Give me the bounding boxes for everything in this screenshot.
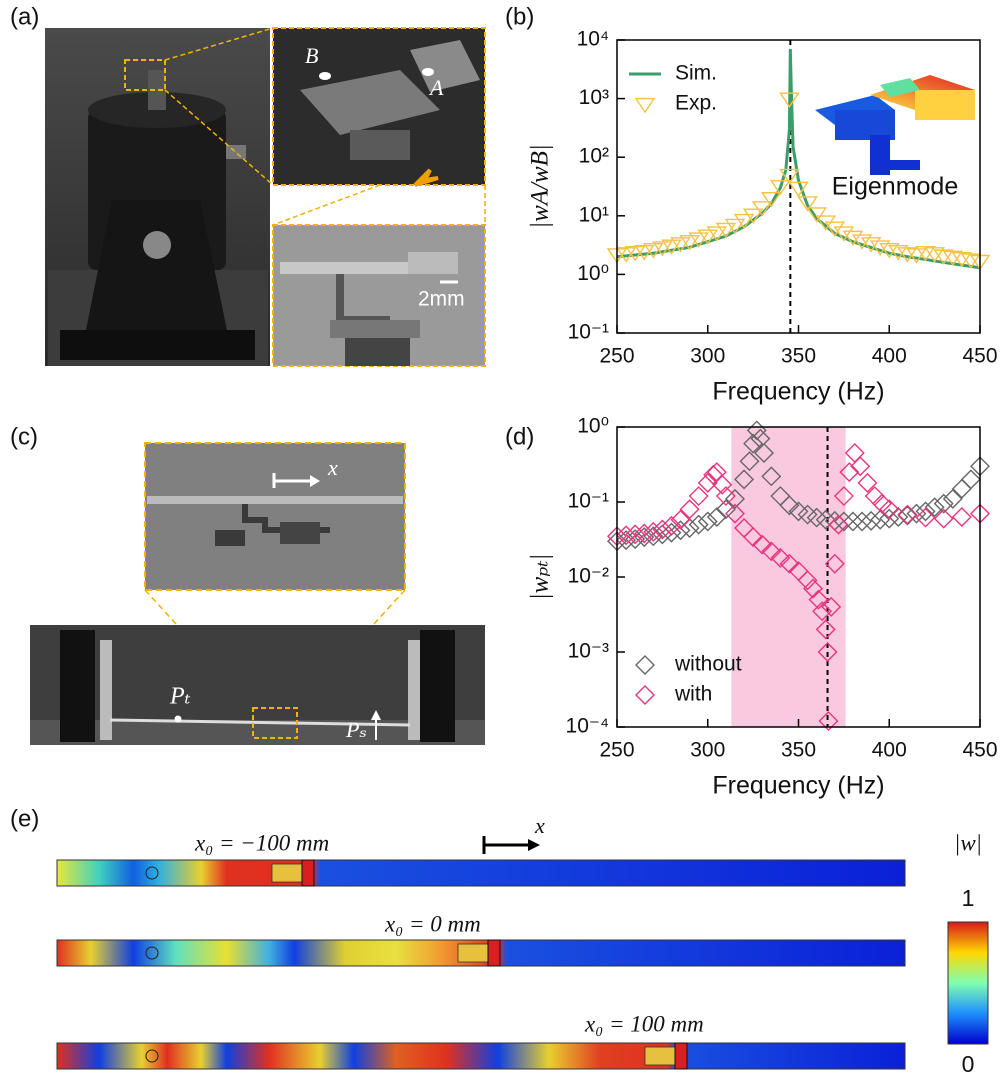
eigenmode-inset [815,75,975,175]
legend-swatch [636,656,654,674]
legend-swatch [636,686,654,704]
panel-e: x x₀ = −100 mm x₀ = 0 mm x₀ = 100 mm |w| [57,813,988,1069]
scale-bar-label: 2mm [418,288,465,311]
annotation: Eigenmode [832,173,958,201]
figure: (a) (b) (c) (d) (e) B A 2mm x Pₜ Pₛ x x₀… [0,0,1008,1076]
legend-label: Sim. [675,62,717,85]
data-point [953,508,971,526]
data-point [653,525,671,543]
photo-label: A [428,75,444,100]
data-point [917,509,935,527]
photo-label: x [327,455,338,480]
y-tick-label: 10⁻² [568,565,609,588]
y-axis-label: |wₚₜ| [527,554,554,601]
photo-label: Pₛ [345,717,367,742]
y-tick-label: 10⁻³ [568,640,609,663]
x-axis-label: Frequency (Hz) [712,772,884,800]
data-point [851,457,869,475]
x-tick-label: 400 [872,739,907,762]
data-point [672,521,690,539]
y-axis-label: |wA/wB| [527,144,554,229]
photo-label: Pₜ [169,684,191,710]
x-tick-label: 450 [962,739,997,762]
x-tick-label: 450 [962,345,997,368]
x-axis-label: Frequency (Hz) [712,378,884,406]
legend-label: without [674,653,742,676]
data-point [708,508,726,526]
x-tick-label: 250 [599,739,634,762]
y-tick-label: 10⁰ [577,262,609,285]
data-point [871,511,889,529]
data-point [953,480,971,498]
x-tick-label: 350 [781,345,816,368]
photo-a: B A 2mm [45,28,485,366]
panel-label: (b) [505,3,534,30]
data-point [917,502,935,520]
panel-label: (c) [10,423,38,450]
y-tick-label: 10⁻¹ [568,321,609,344]
row-label: x₀ = 100 mm [584,1011,704,1036]
y-tick-label: 10² [579,145,609,168]
y-tick-label: 10⁴ [577,28,609,51]
panel-label: (e) [10,805,39,832]
y-tick-label: 10⁰ [577,415,609,438]
colorbar-tick: 0 [962,1051,975,1076]
x-tick-label: 400 [872,345,907,368]
colorbar-label: |w| [954,830,982,855]
row-label: x₀ = −100 mm [194,830,329,855]
y-tick-label: 10³ [579,86,609,109]
legend-swatch [636,99,654,113]
y-tick-label: 10⁻¹ [568,490,609,513]
data-point [681,519,699,537]
data-point [690,516,708,534]
arrow-label: x [534,813,545,838]
data-point [926,498,944,516]
colorbar-tick: 1 [962,885,975,911]
legend-label: Exp. [675,92,717,115]
x-tick-label: 300 [690,739,725,762]
row-label: x₀ = 0 mm [384,911,481,936]
legend-label: with [674,683,712,706]
data-point [858,474,876,492]
y-tick-label: 10¹ [579,203,609,226]
panel-label: (a) [10,3,39,30]
y-tick-label: 10⁻⁴ [566,715,609,738]
data-point [846,444,864,462]
panel-label: (d) [505,423,534,450]
data-point [898,507,916,525]
data-point [708,463,726,481]
data-point [699,512,717,530]
x-tick-label: 300 [690,345,725,368]
data-point [944,490,962,508]
x-tick-label: 250 [599,345,634,368]
data-point [889,508,907,526]
photo-label: B [305,43,318,68]
photo-c: x Pₜ Pₛ [30,443,485,745]
x-tick-label: 350 [781,739,816,762]
chart: 10⁻⁴ 10⁻³ 10⁻² 10⁻¹ 10⁰ 250 300 350 400 450 Freque… [527,415,998,800]
